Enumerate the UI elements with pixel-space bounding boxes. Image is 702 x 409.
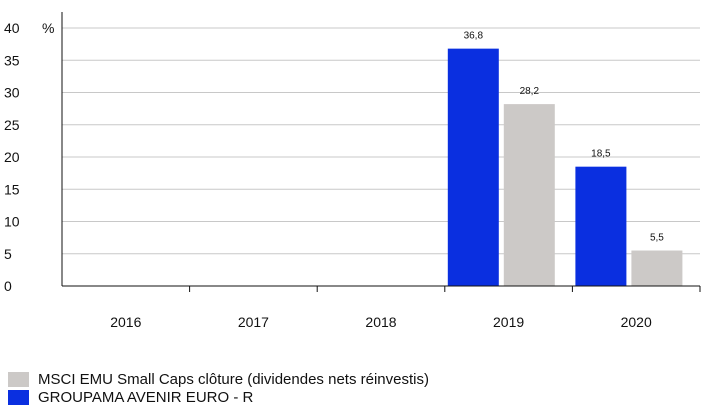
y-tick-label: 35	[4, 52, 20, 68]
y-tick-label: 40	[4, 20, 20, 36]
bar	[631, 250, 683, 286]
legend-item-benchmark: MSCI EMU Small Caps clôture (dividendes …	[8, 370, 429, 388]
legend: MSCI EMU Small Caps clôture (dividendes …	[8, 370, 429, 406]
y-unit-label: %	[42, 20, 54, 36]
y-tick-label: 15	[4, 181, 20, 197]
y-tick-label: 20	[4, 149, 20, 165]
y-tick-label: 5	[4, 246, 12, 262]
bar-chart: 0 5 10 15 20 25 30 35 40 % 36,8 28,2 18,5 5,5 2016 2017…	[4, 12, 701, 330]
bar	[447, 48, 499, 286]
legend-label-benchmark: MSCI EMU Small Caps clôture (dividendes …	[38, 370, 429, 388]
legend-item-fund: GROUPAMA AVENIR EURO - R	[8, 388, 429, 406]
data-label: 18,5	[591, 149, 611, 160]
legend-swatch-fund	[8, 389, 29, 405]
y-tick-label: 0	[4, 278, 12, 294]
y-tick-label: 10	[4, 214, 20, 230]
x-tick-label: 2019	[493, 314, 524, 330]
x-tick-label: 2016	[110, 314, 141, 330]
x-tick-label: 2018	[365, 314, 396, 330]
data-label: 5,5	[650, 233, 664, 244]
data-label: 36,8	[464, 31, 484, 42]
x-tick-label: 2017	[238, 314, 269, 330]
legend-swatch-benchmark	[8, 371, 29, 387]
bar	[575, 166, 627, 286]
bar	[503, 104, 555, 286]
legend-label-fund: GROUPAMA AVENIR EURO - R	[38, 388, 254, 406]
y-tick-label: 30	[4, 85, 20, 101]
y-tick-label: 25	[4, 117, 20, 133]
data-label: 28,2	[520, 86, 540, 97]
x-tick-label: 2020	[621, 314, 652, 330]
